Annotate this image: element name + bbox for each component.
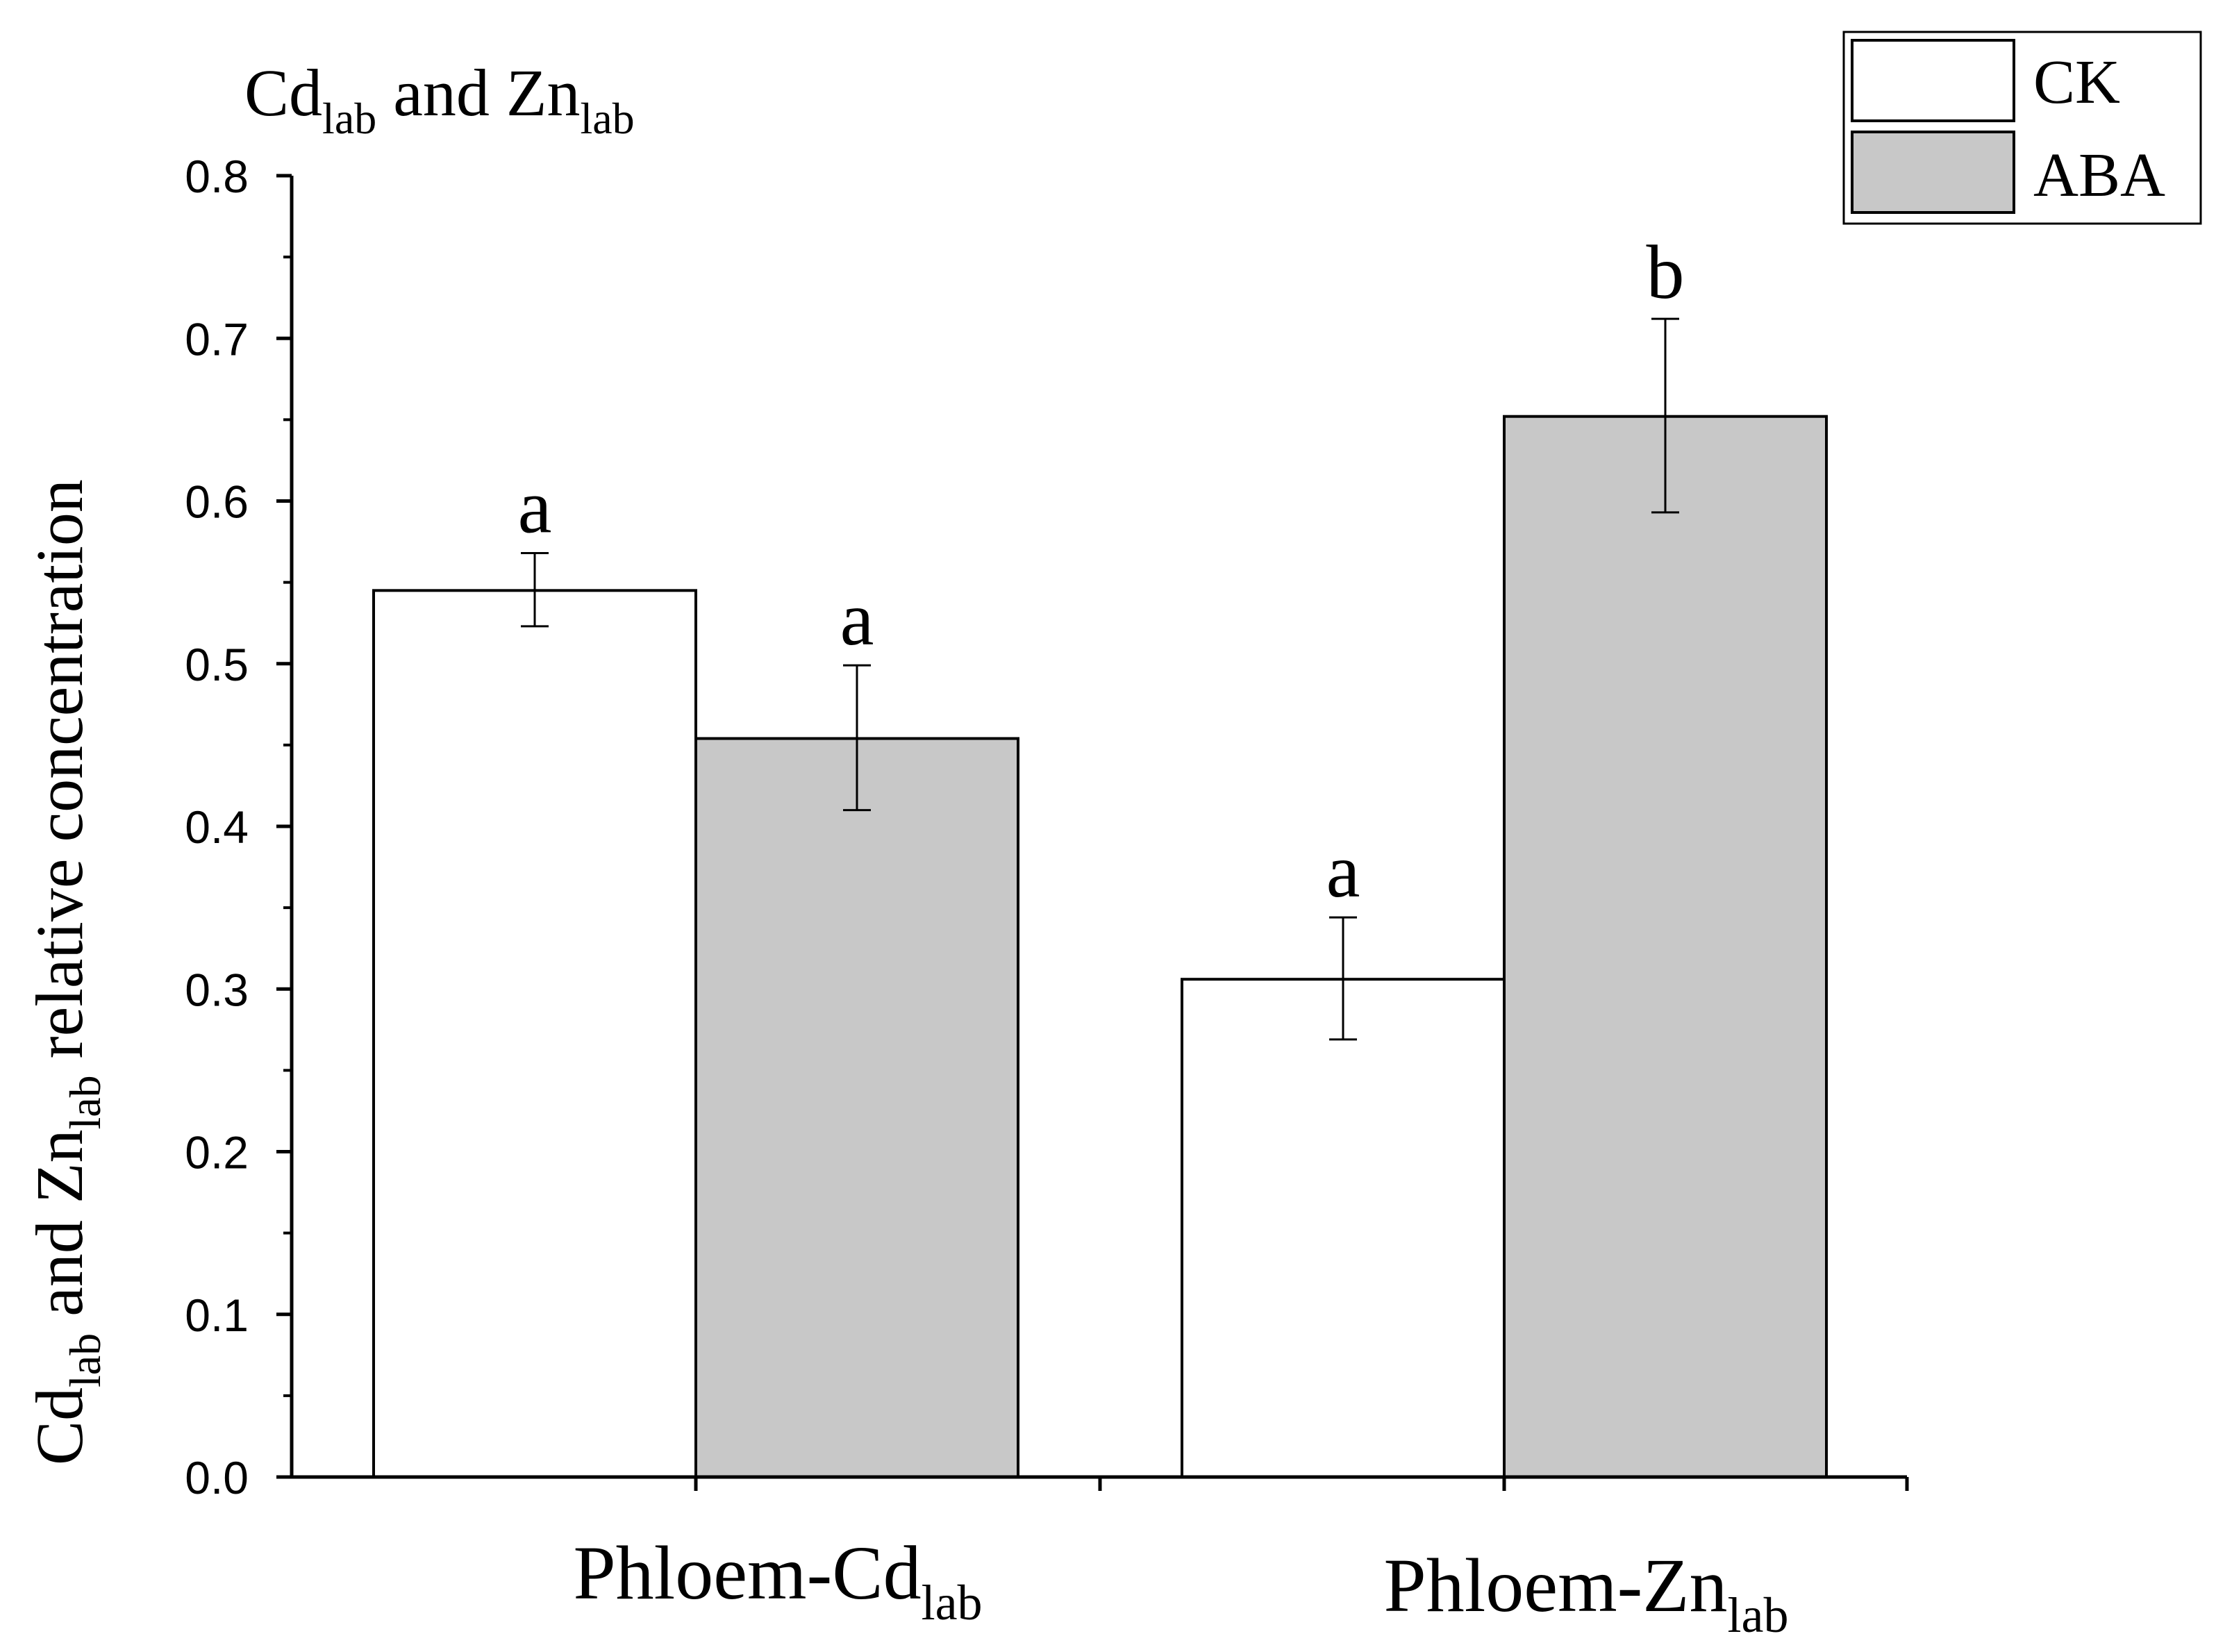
x-category-label-2: Phloem-Znlab: [1384, 1543, 1789, 1643]
y-tick-label-0.8: 0.8: [185, 151, 249, 202]
error-bar-ck-2: [1329, 916, 1357, 1041]
y-ticks-layer: 0.0 0.1 0.2 0.3 0.4 0.5 0.6 0.7 0.8: [185, 151, 292, 1503]
error-bar-aba-2: [1651, 317, 1679, 514]
significance-letter-aba-2: b: [1647, 230, 1685, 315]
x-labels-layer: Phloem-Cdlab Phloem-Znlab: [573, 1530, 1788, 1643]
legend: CK ABA: [1842, 31, 2202, 225]
significance-letter-ck-1: a: [518, 464, 552, 549]
legend-swatch-ck: [1851, 39, 2015, 122]
error-bars-layer: [521, 317, 1679, 1041]
y-tick-label-0.4: 0.4: [185, 801, 249, 853]
significance-letter-aba-1: a: [840, 576, 874, 661]
y-tick-label-0.2: 0.2: [185, 1127, 249, 1178]
error-bar-ck-1: [521, 551, 549, 628]
y-tick-label-0.3: 0.3: [185, 964, 249, 1015]
bars-layer: [372, 415, 1828, 1479]
y-tick-label-0.0: 0.0: [185, 1452, 249, 1503]
y-tick-label-0.6: 0.6: [185, 476, 249, 528]
y-tick-label-0.1: 0.1: [185, 1290, 249, 1341]
significance-letters-layer: a a a b: [518, 230, 1685, 913]
bar-ck-2: [1181, 978, 1506, 1478]
bar-ck-1: [372, 589, 697, 1478]
legend-label-ck: CK: [2033, 48, 2120, 117]
significance-letter-ck-2: a: [1326, 828, 1360, 913]
chart-title: Cdlab and Znlab: [244, 56, 635, 143]
error-bar-aba-1: [843, 664, 871, 812]
x-category-label-1: Phloem-Cdlab: [573, 1530, 982, 1630]
y-tick-label-0.5: 0.5: [185, 639, 249, 690]
y-axis-label: Cdlab and Znlab relative concentration: [22, 479, 110, 1465]
y-tick-label-0.7: 0.7: [185, 313, 249, 365]
legend-label-aba: ABA: [2033, 141, 2165, 210]
legend-swatch-aba: [1851, 131, 2015, 214]
bar-aba-2: [1503, 415, 1828, 1479]
bar-aba-1: [694, 737, 1019, 1478]
